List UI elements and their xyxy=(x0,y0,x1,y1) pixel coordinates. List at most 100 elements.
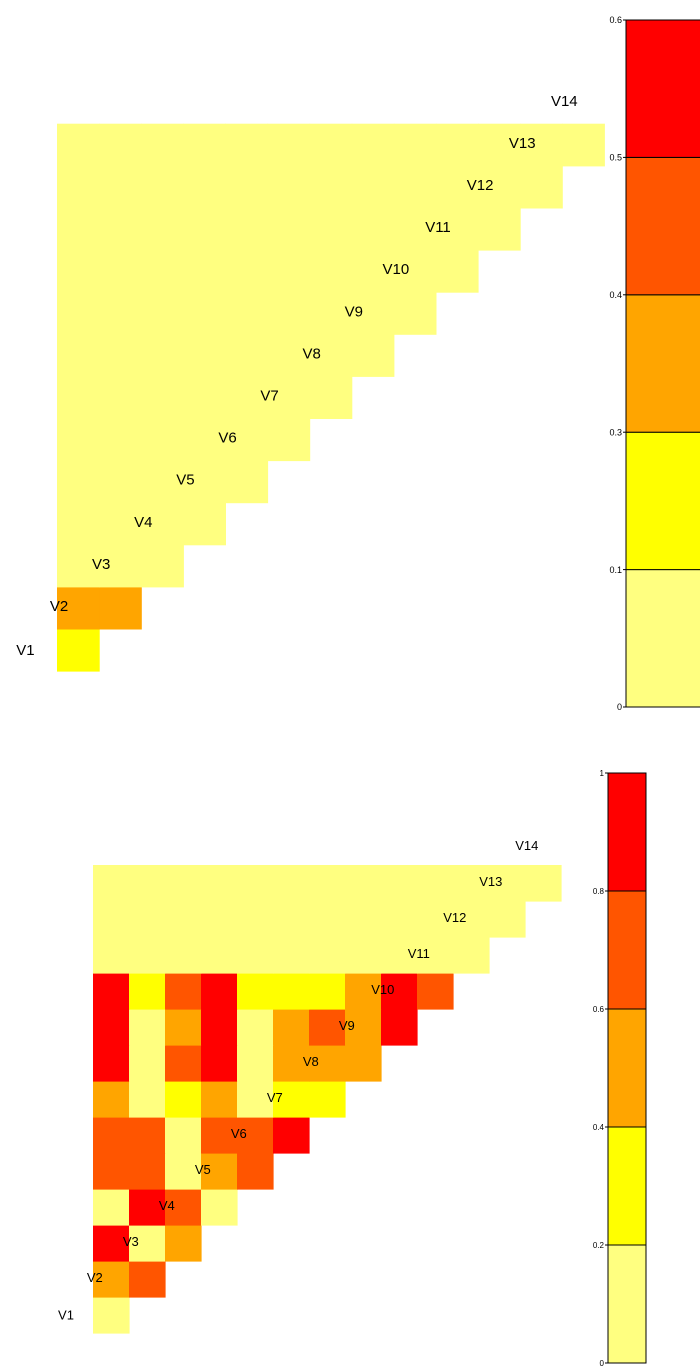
heatmap-cell-V5-V11 xyxy=(237,973,274,1010)
heatmap-cell-V7-V8 xyxy=(309,1081,346,1118)
heatmap-cell-V2-V11 xyxy=(99,250,142,293)
heatmap-cell-V4-V10 xyxy=(183,292,226,335)
heatmap-cell-V2-V4 xyxy=(129,1225,166,1262)
heatmap-cell-V4-V14 xyxy=(201,865,238,902)
heatmap-cell-V9-V10 xyxy=(393,292,437,335)
heatmap-cell-V2-V9 xyxy=(129,1045,166,1082)
heatmap-cell-V6-V8 xyxy=(267,376,311,419)
heatmap-cell-V4-V13 xyxy=(201,901,238,938)
heatmap-cell-V5-V13 xyxy=(225,165,269,209)
heatmap-cell-V10-V14 xyxy=(435,123,479,167)
heatmap-cell-V7-V13 xyxy=(309,901,346,938)
heatmap-cell-V1-V5 xyxy=(93,1189,130,1226)
heatmap-cell-V10-V13 xyxy=(417,901,454,938)
heatmap-cell-V1-V4 xyxy=(57,544,100,588)
heatmap-cell-V9-V13 xyxy=(381,901,418,938)
heatmap-cell-V2-V11 xyxy=(129,973,166,1010)
heatmap-cell-V2-V10 xyxy=(129,1009,166,1046)
heatmap-cell-V3-V14 xyxy=(141,123,184,167)
heatmap-cell-V6-V8 xyxy=(273,1081,310,1118)
variable-label-V7: V7 xyxy=(260,388,278,405)
heatmap-cell-V8-V12 xyxy=(345,937,382,974)
heatmap-cell-V6-V12 xyxy=(267,207,311,251)
heatmap-cell-V8-V13 xyxy=(345,901,382,938)
variable-label-V11: V11 xyxy=(425,219,451,236)
heatmap-cell-V10-V11 xyxy=(417,973,454,1010)
heatmap-cell-V2-V14 xyxy=(129,865,166,902)
heatmap-cell-V1-V6 xyxy=(57,460,100,504)
heatmap-cell-V4-V9 xyxy=(183,334,226,377)
heatmap-cell-V11-V12 xyxy=(478,207,521,251)
variable-label-V4: V4 xyxy=(159,1198,175,1213)
heatmap-cell-V9-V12 xyxy=(381,937,418,974)
variable-label-V3: V3 xyxy=(92,556,110,573)
variable-label-V10: V10 xyxy=(371,982,394,997)
heatmap-cell-V3-V7 xyxy=(141,418,184,462)
heatmap-cell-V4-V11 xyxy=(201,973,238,1010)
heatmap-cell-V5-V10 xyxy=(237,1009,274,1046)
variable-label-V5: V5 xyxy=(195,1162,211,1177)
heatmap-cell-V3-V5 xyxy=(165,1189,202,1226)
variable-label-V14: V14 xyxy=(515,838,538,853)
heatmap-cell-V11-V13 xyxy=(478,165,521,209)
heatmap-cell-V4-V5 xyxy=(183,502,226,546)
variable-label-V8: V8 xyxy=(303,1054,319,1069)
heatmap-cell-V6-V9 xyxy=(273,1045,310,1082)
heatmap-cell-V6-V10 xyxy=(267,292,311,335)
colorbar-segment-2 xyxy=(625,294,700,433)
heatmap-cell-V5-V14 xyxy=(225,123,269,167)
colorbar-segment-4 xyxy=(607,772,647,892)
heatmap-cell-V6-V14 xyxy=(273,865,310,902)
heatmap-cell-V1-V7 xyxy=(57,418,100,462)
heatmap-cell-V7-V12 xyxy=(309,937,346,974)
heatmap-cell-V7-V14 xyxy=(309,123,353,167)
heatmap-cell-V12-V13 xyxy=(489,901,526,938)
heatmap-cell-V8-V12 xyxy=(351,207,395,251)
heatmap-cell-V10-V13 xyxy=(435,165,479,209)
heatmap-cell-V9-V11 xyxy=(393,250,437,293)
heatmap-cell-V7-V14 xyxy=(309,865,346,902)
heatmap-cell-V5-V13 xyxy=(237,901,274,938)
heatmap-cell-V4-V12 xyxy=(183,207,226,251)
heatmap-cell-V1-V2 xyxy=(93,1297,130,1334)
heatmap-cell-V7-V11 xyxy=(309,973,346,1010)
heatmap-cell-V10-V12 xyxy=(435,207,479,251)
heatmap-cell-V7-V9 xyxy=(309,1045,346,1082)
heatmap-cell-V4-V11 xyxy=(183,250,226,293)
heatmap-cell-V5-V12 xyxy=(237,937,274,974)
heatmap-cell-V9-V14 xyxy=(393,123,437,167)
heatmap-cell-V4-V7 xyxy=(201,1117,238,1154)
heatmap-cell-V12-V14 xyxy=(520,123,563,167)
heatmap-cell-V2-V13 xyxy=(99,165,142,209)
heatmap-cell-V2-V9 xyxy=(99,334,142,377)
heatmap-cell-V5-V12 xyxy=(225,207,269,251)
heatmap-cell-V4-V8 xyxy=(183,376,226,419)
heatmap-cell-V1-V12 xyxy=(93,937,130,974)
heatmap-cell-V3-V12 xyxy=(141,207,184,251)
heatmap-cell-V2-V6 xyxy=(129,1153,166,1190)
heatmap-cell-V7-V11 xyxy=(309,250,353,293)
heatmap-cell-V3-V14 xyxy=(165,865,202,902)
heatmap-cell-V7-V12 xyxy=(309,207,353,251)
heatmap-cell-V8-V11 xyxy=(351,250,395,293)
heatmap-cell-V13-V14 xyxy=(525,865,562,902)
heatmap-cell-V5-V7 xyxy=(237,1117,274,1154)
heatmap-cell-V1-V13 xyxy=(57,165,100,209)
heatmap-cell-V11-V13 xyxy=(453,901,490,938)
variable-label-V9: V9 xyxy=(345,303,363,320)
colorbar-tick-label-5: 1 xyxy=(600,769,605,778)
colorbar-segment-0 xyxy=(607,1244,647,1364)
heatmap-cell-V2-V7 xyxy=(129,1117,166,1154)
heatmap-cell-V1-V3 xyxy=(93,1261,130,1298)
heatmap-cell-V1-V11 xyxy=(57,250,100,293)
top-colorbar: 0 0.1 0.3 0.4 0.5 0.6 xyxy=(609,15,700,712)
heatmap-cell-V12-V14 xyxy=(489,865,526,902)
bottom-colorbar: 0 0.2 0.4 0.6 0.8 1 xyxy=(593,769,647,1368)
heatmap-cell-V6-V7 xyxy=(273,1117,310,1154)
variable-label-V7: V7 xyxy=(267,1090,283,1105)
heatmap-cell-V6-V12 xyxy=(273,937,310,974)
heatmap-cell-V8-V9 xyxy=(351,334,395,377)
heatmap-cell-V1-V2 xyxy=(57,628,100,672)
colorbar-segment-3 xyxy=(625,156,700,296)
heatmap-cell-V3-V9 xyxy=(141,334,184,377)
